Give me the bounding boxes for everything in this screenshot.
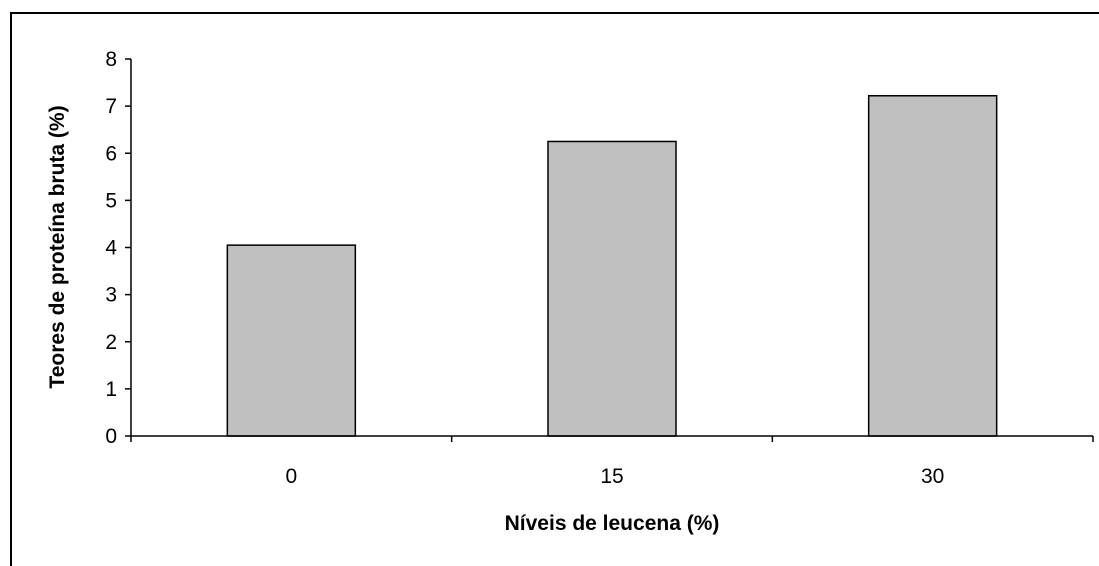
x-tick-label: 15 xyxy=(600,465,623,488)
x-tick-label: 0 xyxy=(285,465,297,488)
bar-15 xyxy=(547,140,677,437)
bar-0 xyxy=(226,244,357,437)
y-tick-label: 3 xyxy=(105,284,117,307)
y-ticks-group: 0 1 2 3 4 5 6 7 8 xyxy=(105,48,131,448)
x-axis-title: Níveis de leucena (%) xyxy=(505,512,720,535)
y-axis-title: Teores de proteína bruta (%) xyxy=(46,105,69,388)
y-tick-label: 0 xyxy=(105,425,117,448)
y-tick-label: 5 xyxy=(105,189,117,212)
y-tick-label: 2 xyxy=(105,331,117,354)
bar-30 xyxy=(867,95,998,437)
x-tick-label: 30 xyxy=(921,465,944,488)
y-tick-label: 8 xyxy=(105,48,117,71)
x-ticks-group: 0 15 30 xyxy=(130,436,1094,488)
y-tick-label: 4 xyxy=(105,237,117,260)
bars-group xyxy=(226,95,998,437)
y-tick-label: 1 xyxy=(105,378,117,401)
y-tick-label: 7 xyxy=(105,95,117,118)
y-tick-label: 6 xyxy=(105,142,117,165)
